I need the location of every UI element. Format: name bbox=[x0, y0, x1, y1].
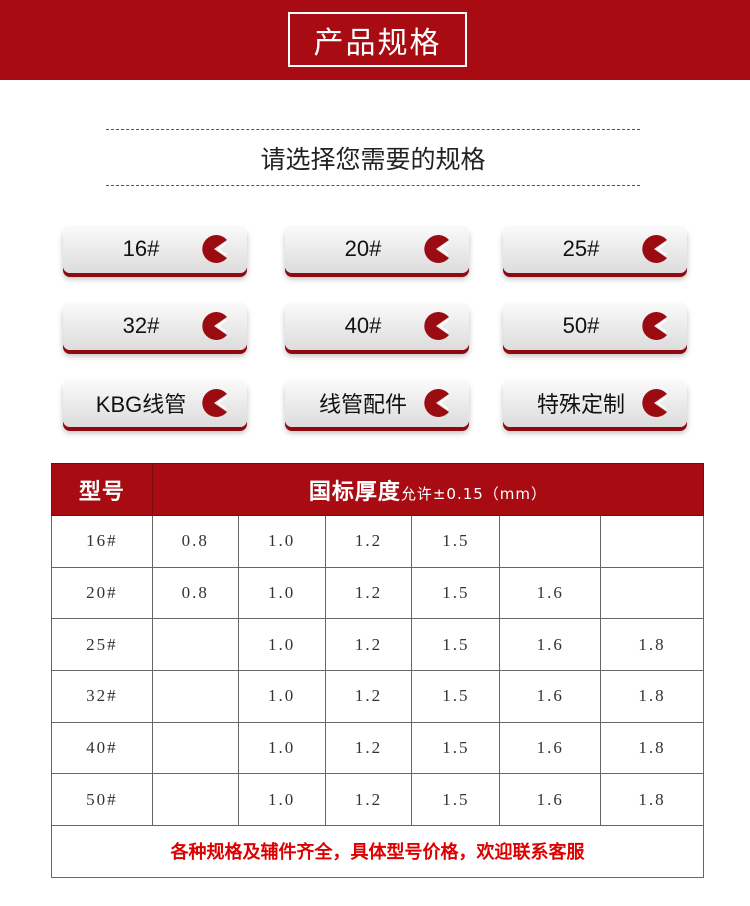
table-footer-note: 各种规格及辅件齐全，具体型号价格，欢迎联系客服 bbox=[51, 825, 704, 878]
cell-thickness: 1.0 bbox=[237, 773, 326, 827]
cell-thickness: 1.2 bbox=[324, 618, 413, 672]
cell-model: 20# bbox=[51, 566, 153, 620]
table-row: 25# 1.0 1.2 1.5 1.6 1.8 bbox=[51, 618, 704, 672]
cell-model: 16# bbox=[51, 515, 153, 568]
cell-thickness: 1.6 bbox=[499, 670, 602, 723]
header-tolerance: 允许±0.15（mm） bbox=[400, 484, 548, 503]
table-row: 20# 0.8 1.0 1.2 1.5 1.6 bbox=[51, 566, 704, 620]
cell-thickness: 1.8 bbox=[600, 618, 704, 672]
subtitle: 请选择您需要的规格 bbox=[260, 145, 486, 174]
pie-chevron-icon bbox=[424, 389, 449, 417]
cell-thickness bbox=[600, 566, 704, 620]
cell-model: 32# bbox=[51, 670, 153, 723]
cell-thickness: 1.5 bbox=[411, 566, 501, 620]
cell-thickness: 1.5 bbox=[411, 670, 501, 723]
cell-thickness bbox=[151, 618, 239, 672]
cell-thickness bbox=[499, 515, 602, 568]
header-banner: 产品规格 bbox=[0, 0, 750, 80]
spec-table: 型号 国标厚度允许±0.15（mm） 16# 0.8 1.0 1.2 1.5 20# 0.8… bbox=[51, 463, 705, 878]
spec-button-label: 32# bbox=[122, 313, 160, 338]
cell-thickness: 1.5 bbox=[411, 773, 501, 827]
cell-thickness bbox=[151, 670, 239, 723]
spec-button[interactable]: 特殊定制 bbox=[503, 379, 687, 427]
spec-button-label: 25# bbox=[562, 236, 600, 261]
cell-thickness: 1.8 bbox=[600, 721, 704, 775]
header-thickness: 国标厚度允许±0.15（mm） bbox=[151, 463, 705, 516]
divider bbox=[106, 129, 640, 130]
cell-thickness: 1.6 bbox=[499, 721, 602, 775]
spec-button-label: KBG线管 bbox=[95, 392, 187, 417]
cell-thickness: 1.2 bbox=[324, 515, 413, 568]
cell-thickness bbox=[600, 515, 704, 568]
cell-thickness: 1.5 bbox=[411, 515, 501, 568]
spec-button[interactable]: 32# bbox=[63, 302, 247, 350]
pie-chevron-icon bbox=[642, 312, 667, 340]
pie-chevron-icon bbox=[202, 389, 227, 417]
spec-button[interactable]: 20# bbox=[285, 225, 469, 273]
spec-button[interactable]: 16# bbox=[63, 225, 247, 273]
cell-thickness: 1.5 bbox=[411, 618, 501, 672]
divider bbox=[106, 185, 640, 186]
cell-thickness: 1.6 bbox=[499, 773, 602, 827]
header-thickness-label: 国标厚度 bbox=[308, 479, 401, 505]
cell-thickness: 0.8 bbox=[151, 566, 239, 620]
table-row: 40# 1.0 1.2 1.5 1.6 1.8 bbox=[51, 721, 704, 775]
cell-thickness: 1.0 bbox=[237, 721, 326, 775]
spec-button-label: 20# bbox=[344, 236, 382, 261]
cell-thickness: 1.2 bbox=[324, 566, 413, 620]
spec-button-label: 50# bbox=[562, 313, 600, 338]
cell-thickness: 1.2 bbox=[324, 670, 413, 723]
cell-thickness: 1.0 bbox=[237, 618, 326, 672]
spec-button-label: 16# bbox=[122, 236, 160, 261]
table-row: 16# 0.8 1.0 1.2 1.5 bbox=[51, 515, 704, 568]
cell-thickness bbox=[151, 773, 239, 827]
spec-button[interactable]: 25# bbox=[503, 225, 687, 273]
cell-thickness: 1.0 bbox=[237, 670, 326, 723]
spec-button[interactable]: KBG线管 bbox=[63, 379, 247, 427]
cell-thickness: 1.6 bbox=[499, 566, 602, 620]
banner-title: 产品规格 bbox=[288, 12, 467, 67]
cell-thickness: 0.8 bbox=[151, 515, 239, 568]
pie-chevron-icon bbox=[202, 235, 227, 263]
cell-model: 50# bbox=[51, 773, 153, 827]
pie-chevron-icon bbox=[202, 312, 227, 340]
spec-button[interactable]: 线管配件 bbox=[285, 379, 469, 427]
table-row: 50# 1.0 1.2 1.5 1.6 1.8 bbox=[51, 773, 704, 827]
table-row: 32# 1.0 1.2 1.5 1.6 1.8 bbox=[51, 670, 704, 723]
cell-thickness: 1.2 bbox=[324, 773, 413, 827]
cell-thickness: 1.8 bbox=[600, 773, 704, 827]
pie-chevron-icon bbox=[642, 235, 667, 263]
pie-chevron-icon bbox=[642, 389, 667, 417]
spec-button-label: 特殊定制 bbox=[536, 392, 625, 417]
spec-button[interactable]: 50# bbox=[503, 302, 687, 350]
cell-thickness: 1.0 bbox=[237, 566, 326, 620]
cell-thickness: 1.0 bbox=[237, 515, 326, 568]
pie-chevron-icon bbox=[424, 312, 449, 340]
pie-chevron-icon bbox=[424, 235, 449, 263]
cell-thickness: 1.5 bbox=[411, 721, 501, 775]
spec-button[interactable]: 40# bbox=[285, 302, 469, 350]
cell-thickness: 1.8 bbox=[600, 670, 704, 723]
cell-thickness bbox=[151, 721, 239, 775]
spec-button-label: 40# bbox=[344, 313, 382, 338]
table-header-row: 型号 国标厚度允许±0.15（mm） bbox=[51, 463, 705, 516]
cell-model: 40# bbox=[51, 721, 153, 775]
spec-button-label: 线管配件 bbox=[318, 392, 407, 417]
cell-model: 25# bbox=[51, 618, 153, 672]
cell-thickness: 1.6 bbox=[499, 618, 602, 672]
header-model: 型号 bbox=[51, 463, 153, 516]
cell-thickness: 1.2 bbox=[324, 721, 413, 775]
